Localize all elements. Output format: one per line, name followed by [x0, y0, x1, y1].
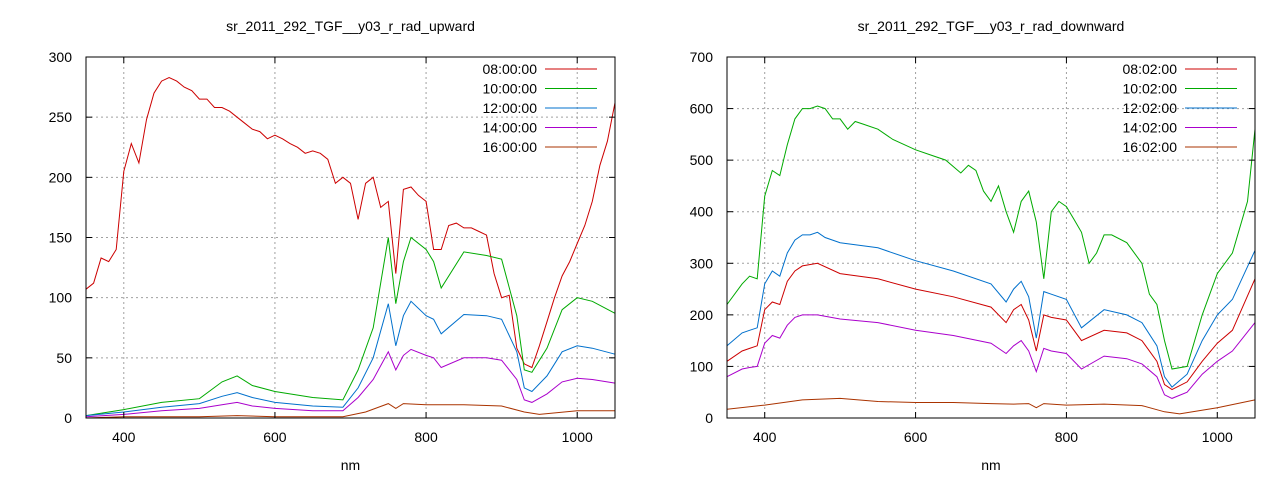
y-tick-label: 0: [64, 410, 72, 426]
y-tick-label: 50: [56, 350, 72, 366]
x-tick-label: 1000: [562, 429, 593, 445]
x-tick-label: 400: [753, 429, 777, 445]
y-tick-label: 700: [690, 49, 714, 65]
x-axis-label: nm: [981, 457, 1000, 473]
y-tick-label: 300: [690, 255, 714, 271]
y-tick-label: 200: [690, 307, 714, 323]
plot-frame: [726, 56, 1256, 419]
y-tick-label: 100: [49, 290, 73, 306]
y-tick-label: 0: [705, 410, 713, 426]
series-line-08-02-00: [726, 262, 1256, 391]
y-tick-label: 250: [49, 109, 73, 125]
y-tick-label: 150: [49, 230, 73, 246]
x-tick-label: 400: [112, 429, 136, 445]
chart-panel-1: sr_2011_292_TGF__y03_r_rad_upward 400 600 8…: [49, 18, 616, 473]
series-line-08-00-00: [85, 76, 616, 369]
legend-entry-label: 16:00:00: [483, 139, 538, 155]
y-tick-label: 300: [49, 49, 73, 65]
y-tick-label: 100: [690, 358, 714, 374]
x-tick-label: 600: [263, 429, 287, 445]
chart-title: sr_2011_292_TGF__y03_r_rad_upward: [226, 18, 475, 34]
legend-entry-label: 10:02:00: [1123, 81, 1178, 97]
series-line-16-00-00: [85, 403, 615, 419]
chart-panel-2: sr_2011_292_TGF__y03_r_rad_downward 400 60…: [690, 18, 1256, 473]
x-axis-label: nm: [341, 457, 360, 473]
series-line-12-00-00: [85, 300, 616, 417]
legend-entry-label: 12:02:00: [1123, 100, 1178, 116]
series-line-14-02-00: [726, 314, 1256, 399]
y-tick-label: 600: [690, 101, 714, 117]
legend-entry-label: 10:00:00: [483, 81, 538, 97]
legend-entry-label: 12:00:00: [483, 100, 538, 116]
x-tick-label: 800: [1055, 429, 1079, 445]
legend-entry-label: 14:02:00: [1123, 120, 1178, 136]
y-tick-label: 400: [690, 204, 714, 220]
series-line-16-02-00: [726, 397, 1256, 415]
legend-entry-label: 14:00:00: [483, 120, 538, 136]
y-tick-label: 500: [690, 152, 714, 168]
series-line-12-02-00: [726, 231, 1256, 388]
series-line-10-02-00: [726, 105, 1256, 370]
chart-title: sr_2011_292_TGF__y03_r_rad_downward: [858, 18, 1125, 34]
legend-entry-label: 08:02:00: [1123, 61, 1178, 77]
legend-entry-label: 08:00:00: [483, 61, 538, 77]
x-tick-label: 800: [414, 429, 438, 445]
x-tick-label: 1000: [1202, 429, 1233, 445]
x-tick-label: 600: [904, 429, 928, 445]
series-line-14-00-00: [85, 348, 616, 418]
series-line-10-00-00: [85, 236, 616, 417]
legend-entry-label: 16:02:00: [1123, 139, 1178, 155]
y-tick-label: 200: [49, 169, 73, 185]
